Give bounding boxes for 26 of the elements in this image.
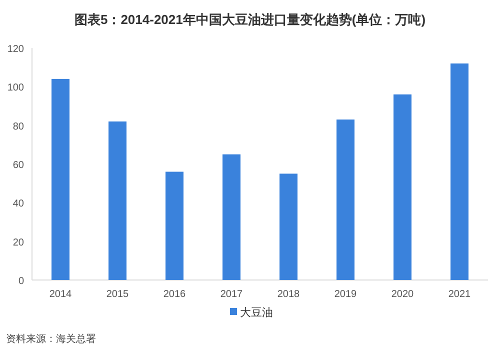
text: 资料来源：海关总署 [6, 333, 96, 345]
x-tick-label: 2019 [334, 289, 358, 300]
bar [52, 78, 70, 280]
bar [108, 121, 126, 280]
x-tick-label: 2020 [391, 289, 414, 300]
bar [166, 172, 184, 280]
y-tick-label: 120 [7, 44, 24, 55]
bar [336, 120, 354, 280]
y-tick-label: 60 [12, 160, 24, 171]
bar [280, 174, 298, 280]
x-tick-label: 2016 [163, 289, 186, 300]
x-tick-label: 2017 [220, 289, 244, 300]
x-tick-label: 2014 [49, 289, 72, 300]
y-tick-label: 80 [12, 121, 24, 132]
legend-label: 大豆油 [240, 306, 273, 319]
x-tick-label: 2015 [106, 289, 130, 300]
bar [450, 63, 468, 280]
bar [222, 154, 240, 280]
x-tick-label: 2021 [448, 289, 472, 300]
chart-title: 图表5：2014-2021年中国大豆油进口量变化趋势(单位：万吨) [74, 12, 426, 27]
y-tick-label: 100 [7, 82, 24, 94]
y-tick-label: 20 [12, 237, 24, 248]
y-tick-label: 0 [18, 276, 24, 287]
x-tick-label: 2018 [277, 289, 300, 300]
bar [394, 94, 412, 280]
y-tick-label: 40 [12, 198, 24, 210]
